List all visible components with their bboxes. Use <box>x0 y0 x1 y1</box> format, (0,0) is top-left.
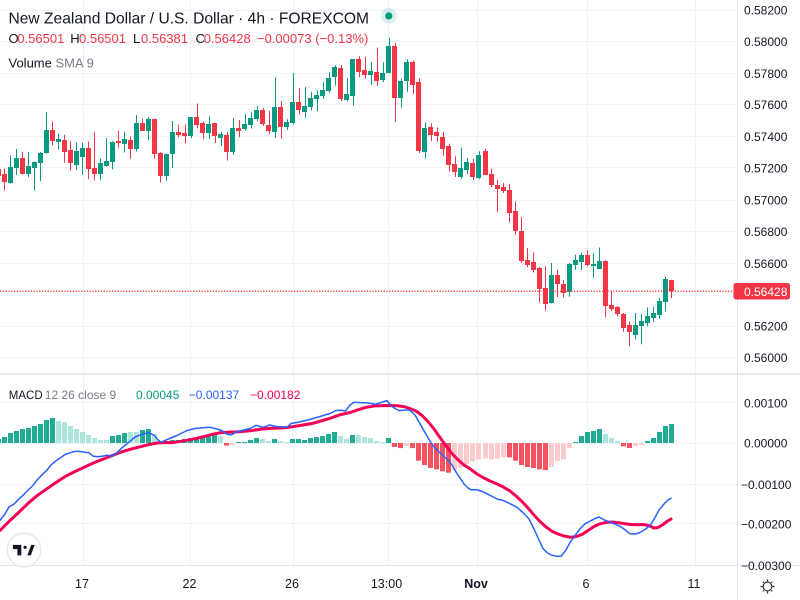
svg-text:13:00: 13:00 <box>371 577 402 591</box>
svg-text:0.00100: 0.00100 <box>744 396 788 410</box>
svg-text:0.56428: 0.56428 <box>744 285 788 299</box>
svg-text:SMA 9: SMA 9 <box>56 56 94 71</box>
svg-text:0.56200: 0.56200 <box>744 320 788 334</box>
svg-text:−0.00182: −0.00182 <box>250 388 301 402</box>
svg-text:MACD: MACD <box>9 390 43 402</box>
svg-text:0.57400: 0.57400 <box>744 130 788 144</box>
svg-text:−0.00073 (−0.13%): −0.00073 (−0.13%) <box>257 31 368 46</box>
svg-text:17: 17 <box>75 577 89 591</box>
svg-text:O: O <box>9 31 19 46</box>
svg-text:0.56501: 0.56501 <box>79 31 126 46</box>
svg-text:H: H <box>70 31 79 46</box>
svg-text:0.56381: 0.56381 <box>141 31 188 46</box>
svg-text:0.57000: 0.57000 <box>744 194 788 208</box>
svg-text:Volume: Volume <box>9 56 52 71</box>
svg-text:−0.00100: −0.00100 <box>741 478 792 492</box>
svg-text:12 26 close 9: 12 26 close 9 <box>45 388 117 402</box>
svg-text:Nov: Nov <box>464 577 488 591</box>
svg-text:0.57600: 0.57600 <box>744 98 788 112</box>
svg-text:−0.00300: −0.00300 <box>741 559 792 573</box>
svg-text:−0.00137: −0.00137 <box>189 388 240 402</box>
svg-text:C: C <box>196 31 205 46</box>
svg-text:L: L <box>133 31 140 46</box>
svg-text:0.57800: 0.57800 <box>744 67 788 81</box>
svg-text:11: 11 <box>688 577 701 591</box>
svg-text:0.56501: 0.56501 <box>17 31 64 46</box>
svg-text:26: 26 <box>285 577 299 591</box>
svg-text:0.56600: 0.56600 <box>744 257 788 271</box>
svg-text:0.00045: 0.00045 <box>136 388 180 402</box>
svg-text:−0.00200: −0.00200 <box>741 517 792 531</box>
svg-text:22: 22 <box>183 577 197 591</box>
svg-text:0.58200: 0.58200 <box>744 4 788 18</box>
svg-text:0.57200: 0.57200 <box>744 161 788 175</box>
svg-text:0.56428: 0.56428 <box>204 31 251 46</box>
svg-text:0.58000: 0.58000 <box>744 35 788 49</box>
svg-text:0.56800: 0.56800 <box>744 225 788 239</box>
svg-text:0.56000: 0.56000 <box>744 351 788 365</box>
svg-text:6: 6 <box>583 577 590 591</box>
svg-text:New Zealand Dollar / U.S. Doll: New Zealand Dollar / U.S. Dollar · 4h · … <box>9 11 369 28</box>
svg-text:0.00000: 0.00000 <box>744 437 788 451</box>
